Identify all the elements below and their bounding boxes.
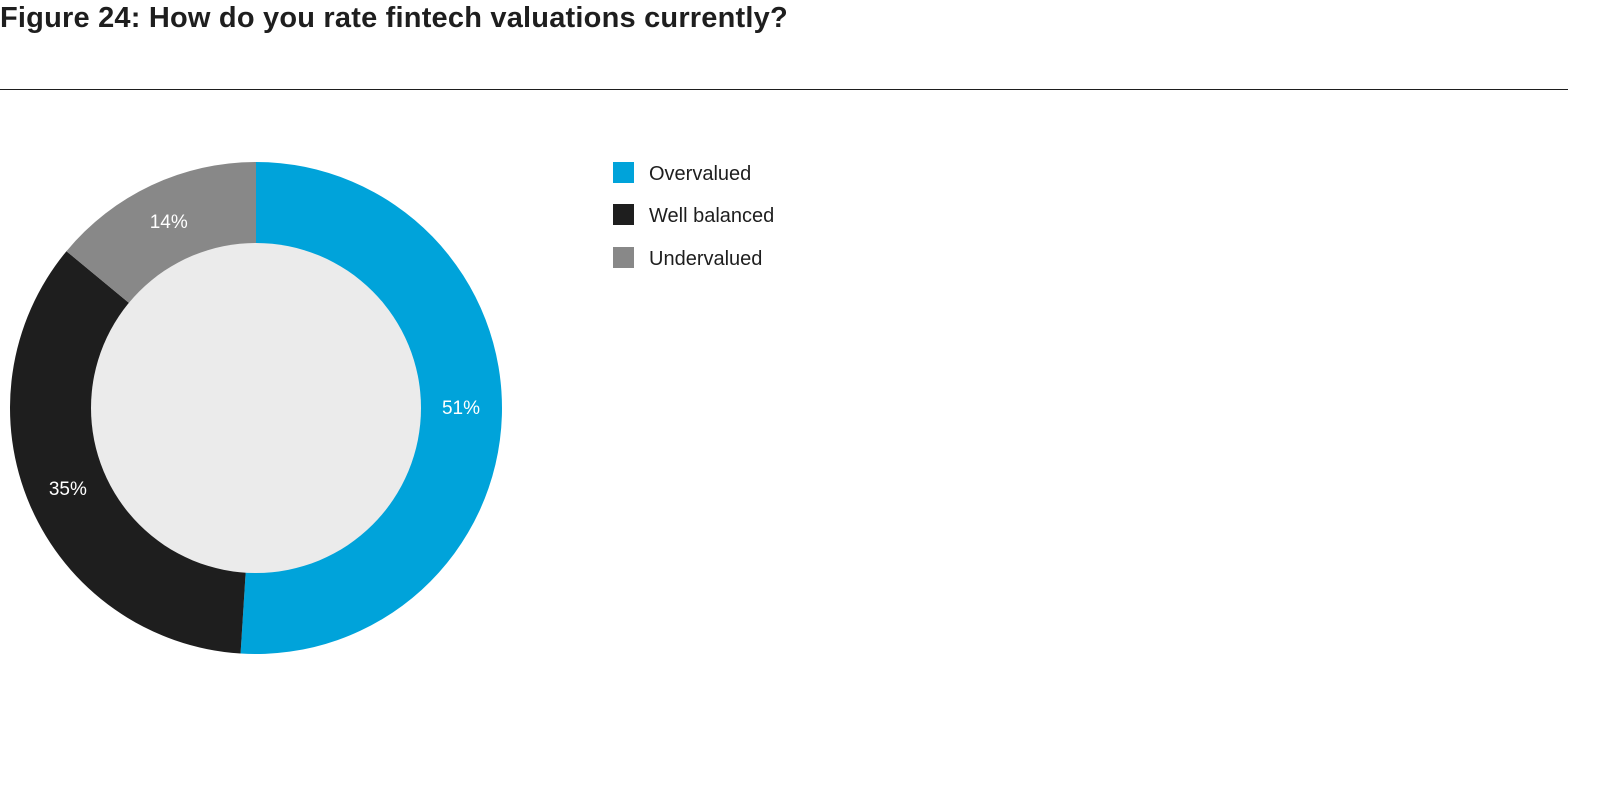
donut-chart: 51% 35% 14%: [9, 162, 502, 654]
legend-label-undervalued: Undervalued: [649, 248, 763, 270]
title-divider: [0, 89, 1568, 90]
slice-labels: 51% 35% 14%: [49, 212, 480, 500]
donut-hole: [91, 243, 421, 573]
legend-swatch-overvalued: [613, 162, 634, 183]
legend-swatch-well-balanced: [613, 204, 634, 225]
slice-label-overvalued: 51%: [442, 398, 480, 419]
legend-swatch-undervalued: [613, 247, 634, 268]
legend-label-well-balanced: Well balanced: [649, 205, 775, 227]
legend-label-overvalued: Overvalued: [649, 163, 752, 185]
slice-label-undervalued: 14%: [150, 212, 188, 233]
slice-label-well-balanced: 35%: [49, 479, 87, 500]
figure-title: Figure 24: How do you rate fintech valua…: [0, 2, 788, 34]
